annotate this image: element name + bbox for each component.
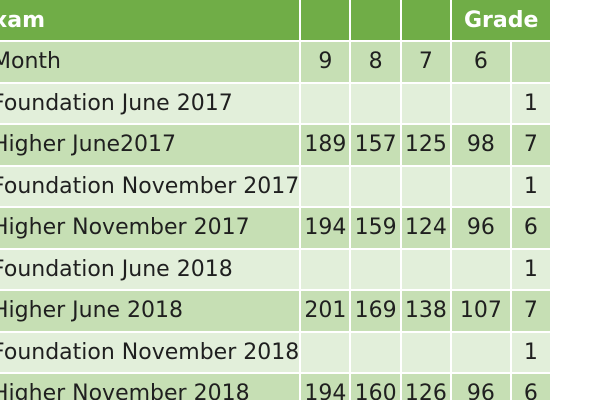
- table-header-row: Exam Grade: [0, 0, 553, 42]
- grade-header: 7: [400, 41, 452, 84]
- row-label: Foundation November 2018: [0, 331, 302, 374]
- row-label: Higher June2017: [0, 124, 302, 167]
- table-cell: [350, 165, 402, 208]
- grade-header: 8: [350, 41, 402, 84]
- table-cell: 125: [400, 124, 452, 167]
- row-label: Higher November 2017: [0, 207, 302, 250]
- table-cell: 194: [300, 373, 352, 400]
- table-cell: [450, 82, 512, 125]
- table-cell: 98: [450, 124, 512, 167]
- table-cell: [400, 331, 452, 374]
- table-cell: 96: [450, 207, 512, 250]
- table-cell: [300, 248, 352, 291]
- grade-boundaries-table: Exam Grade Month 9 8 7 6 Foundation June…: [0, 0, 553, 400]
- table-cell: [450, 165, 512, 208]
- table-row: Higher June2017 189 157 125 98 7: [0, 124, 553, 167]
- header-grade: Grade: [450, 0, 553, 42]
- table-subheader-row: Month 9 8 7 6: [0, 41, 553, 84]
- header-spacer: [400, 0, 452, 42]
- table-cell: 6: [510, 207, 553, 250]
- table-cell: [350, 82, 402, 125]
- table-cell: 96: [450, 373, 512, 400]
- table-row: Higher November 2017 194 159 124 96 6: [0, 207, 553, 250]
- grade-header: 9: [300, 41, 352, 84]
- grade-header: [510, 41, 553, 84]
- table-cell: [450, 331, 512, 374]
- table-cell: 7: [510, 290, 553, 333]
- table-row: Foundation November 2017 1: [0, 165, 553, 208]
- table-cell: 107: [450, 290, 512, 333]
- table-cell: 157: [350, 124, 402, 167]
- table-cell: 1: [510, 165, 553, 208]
- table-row: Foundation November 2018 1: [0, 331, 553, 374]
- table-cell: 169: [350, 290, 402, 333]
- table-cell: 160: [350, 373, 402, 400]
- table-cell: [400, 165, 452, 208]
- table-cell: [400, 82, 452, 125]
- table-row: Higher June 2018 201 169 138 107 7: [0, 290, 553, 333]
- table-cell: 7: [510, 124, 553, 167]
- row-label: Higher November 2018: [0, 373, 302, 400]
- table-cell: 189: [300, 124, 352, 167]
- table-row: Foundation June 2017 1: [0, 82, 553, 125]
- table-cell: [300, 165, 352, 208]
- grade-header: 6: [450, 41, 512, 84]
- row-label: Higher June 2018: [0, 290, 302, 333]
- table-cell: 124: [400, 207, 452, 250]
- table-cell: 126: [400, 373, 452, 400]
- table-cell: [300, 331, 352, 374]
- table-cell: 1: [510, 82, 553, 125]
- table-cell: 194: [300, 207, 352, 250]
- table-cell: 1: [510, 331, 553, 374]
- table-cell: 1: [510, 248, 553, 291]
- table-row: Higher November 2018 194 160 126 96 6: [0, 373, 553, 400]
- table-cell: [300, 82, 352, 125]
- header-spacer: [300, 0, 352, 42]
- table-cell: [350, 248, 402, 291]
- row-label: Foundation November 2017: [0, 165, 302, 208]
- header-spacer: [350, 0, 402, 42]
- table-cell: [400, 248, 452, 291]
- row-label: Foundation June 2017: [0, 82, 302, 125]
- table-row: Foundation June 2018 1: [0, 248, 553, 291]
- table-cell: 138: [400, 290, 452, 333]
- table-cell: 6: [510, 373, 553, 400]
- table-cell: 159: [350, 207, 402, 250]
- table-cell: 201: [300, 290, 352, 333]
- table-cell: [450, 248, 512, 291]
- table-cell: [350, 331, 402, 374]
- row-label: Foundation June 2018: [0, 248, 302, 291]
- subheader-month: Month: [0, 41, 302, 84]
- header-exam: Exam: [0, 0, 302, 42]
